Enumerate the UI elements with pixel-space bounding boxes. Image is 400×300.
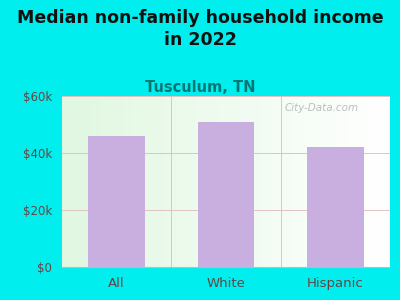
Text: Tusculum, TN: Tusculum, TN [145, 80, 255, 94]
Bar [198, 122, 254, 267]
Bar [307, 147, 364, 267]
Text: City-Data.com: City-Data.com [285, 103, 359, 113]
Bar [88, 136, 145, 267]
Text: Median non-family household income
in 2022: Median non-family household income in 20… [17, 9, 383, 49]
